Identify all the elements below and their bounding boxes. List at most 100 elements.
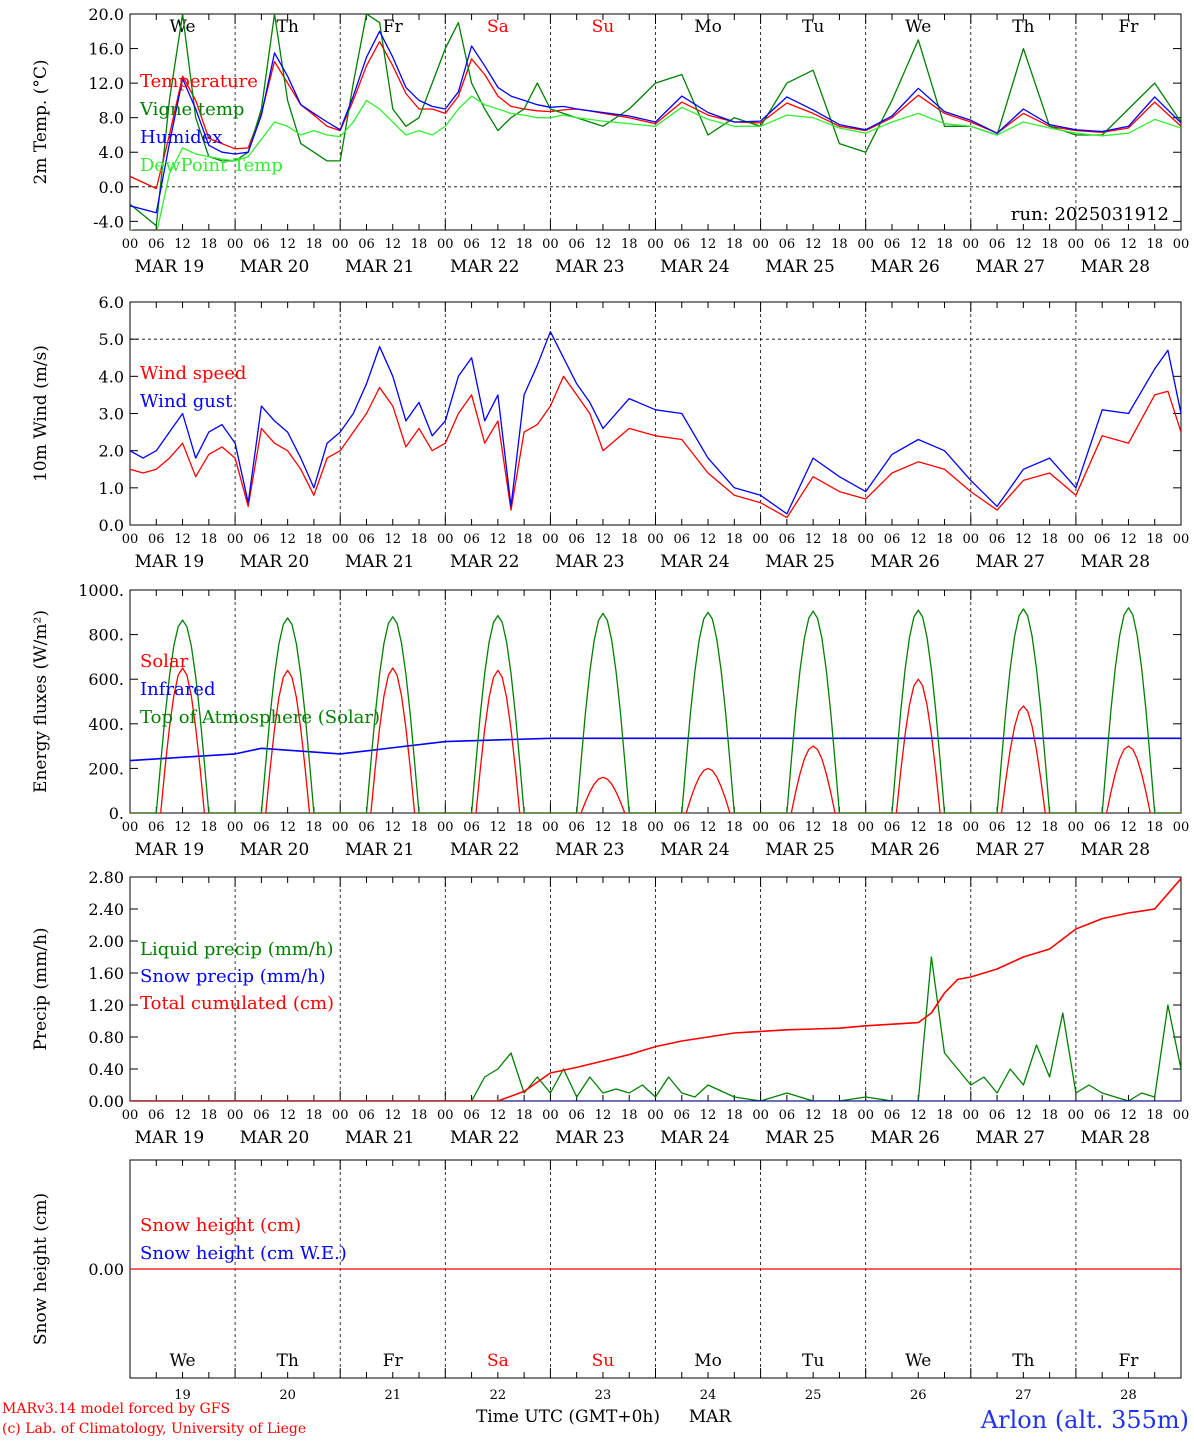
weekday-label: Su (592, 17, 615, 37)
x-tick-label: 12 (595, 532, 612, 547)
x-tick-label: 00 (857, 820, 874, 835)
x-axis-month: MAR (689, 1407, 733, 1427)
x-tick-label: 12 (700, 820, 717, 835)
x-tick-label: 18 (516, 532, 533, 547)
footer-day-number: 23 (595, 1388, 612, 1403)
date-label: MAR 26 (870, 840, 940, 860)
x-tick-label: 18 (621, 1108, 638, 1123)
date-label: MAR 28 (1081, 257, 1151, 277)
date-label: MAR 28 (1081, 1128, 1151, 1148)
y-tick-label: 8.0 (99, 109, 124, 128)
weekday-label: Fr (1118, 17, 1139, 37)
x-tick-label: 06 (358, 820, 375, 835)
series-group (130, 331, 1181, 519)
x-tick-label: 18 (201, 1108, 218, 1123)
y-tick-label: -4.0 (93, 212, 124, 231)
x-tick-label: 12 (279, 532, 296, 547)
x-tick-label: 12 (384, 532, 401, 547)
x-tick-label: 18 (831, 237, 848, 252)
y-tick-label: 1.20 (88, 996, 124, 1015)
date-label: MAR 24 (660, 1128, 730, 1148)
panel-3: 0. 200. 400. 600. 800. 1000. Energy fluxes (W/… (31, 581, 1189, 860)
date-label: MAR 21 (345, 257, 415, 277)
date-label: MAR 28 (1081, 840, 1151, 860)
series-group (130, 607, 1181, 813)
x-tick-label: 06 (884, 237, 901, 252)
x-tick-label: 18 (306, 1108, 323, 1123)
x-tick-label: 12 (1015, 1108, 1032, 1123)
x-tick-label: 18 (621, 532, 638, 547)
series-line (130, 607, 1181, 813)
weekday-label: Th (1012, 17, 1034, 37)
series-group (130, 14, 1181, 230)
x-tick-label: 18 (306, 237, 323, 252)
x-tick-label: 06 (463, 820, 480, 835)
y-tick-label: 0. (109, 804, 124, 823)
y-tick-label: 16.0 (88, 40, 124, 59)
x-tick-label: 12 (910, 820, 927, 835)
x-tick-label: 18 (621, 820, 638, 835)
series-line (130, 737, 1181, 762)
x-tick-label: 00 (1173, 237, 1190, 252)
date-label: MAR 26 (870, 552, 940, 572)
series-line (130, 956, 1181, 1101)
x-tick-label: 12 (279, 820, 296, 835)
x-tick-label: 18 (201, 237, 218, 252)
x-tick-label: 12 (1015, 820, 1032, 835)
x-tick-label: 00 (227, 1108, 244, 1123)
x-tick-label: 00 (752, 1108, 769, 1123)
x-tick-label: 00 (227, 237, 244, 252)
y-tick-label: 2.0 (99, 442, 124, 461)
x-axis-title: Time UTC (GMT+0h) (476, 1407, 660, 1427)
date-label: MAR 25 (765, 257, 835, 277)
x-tick-label: 00 (963, 237, 980, 252)
series-line (130, 667, 1181, 813)
x-tick-label: 06 (253, 237, 270, 252)
x-tick-label: 18 (516, 1108, 533, 1123)
x-tick-label: 18 (936, 532, 953, 547)
x-tick-label: 00 (857, 237, 874, 252)
date-label: MAR 19 (135, 840, 205, 860)
x-tick-label: 06 (1094, 820, 1111, 835)
weekday-label: Th (277, 17, 299, 37)
date-label: MAR 22 (450, 552, 520, 572)
x-tick-label: 06 (358, 237, 375, 252)
x-tick-label: 06 (148, 1108, 165, 1123)
weekday-label: We (169, 1351, 195, 1371)
date-label: MAR 28 (1081, 552, 1151, 572)
date-label: MAR 23 (555, 1128, 625, 1148)
date-label: MAR 27 (975, 1128, 1045, 1148)
date-label: MAR 25 (765, 552, 835, 572)
x-tick-label: 06 (884, 820, 901, 835)
y-tick-label: 1.60 (88, 964, 124, 983)
series-line (130, 331, 1181, 515)
x-tick-label: 00 (542, 532, 559, 547)
x-tick-label: 06 (1094, 532, 1111, 547)
x-tick-label: 00 (963, 532, 980, 547)
credit-line-2: (c) Lab. of Climatology, University of L… (2, 1421, 306, 1437)
footer-day-number: 21 (384, 1388, 401, 1403)
x-tick-label: 06 (779, 532, 796, 547)
x-tick-label: 00 (647, 1108, 664, 1123)
weekday-label: Su (592, 1351, 615, 1371)
x-tick-label: 06 (779, 1108, 796, 1123)
x-tick-label: 18 (1146, 237, 1163, 252)
x-tick-label: 00 (963, 820, 980, 835)
x-tick-label: 00 (752, 237, 769, 252)
x-tick-label: 06 (989, 1108, 1006, 1123)
legend-entry: Solar (140, 651, 189, 672)
date-label: MAR 19 (135, 552, 205, 572)
legend-entry: Wind speed (140, 363, 246, 384)
plot-frame (129, 876, 1182, 1102)
legend-entry: DewPoint Temp (140, 155, 283, 176)
date-label: MAR 21 (345, 840, 415, 860)
y-tick-label: 20.0 (88, 5, 124, 24)
footer-day-number: 25 (805, 1388, 822, 1403)
weekday-label: We (905, 17, 931, 37)
weekday-label: Th (277, 1351, 299, 1371)
x-tick-label: 00 (437, 237, 454, 252)
x-tick-label: 12 (490, 820, 507, 835)
date-label: MAR 24 (660, 552, 730, 572)
